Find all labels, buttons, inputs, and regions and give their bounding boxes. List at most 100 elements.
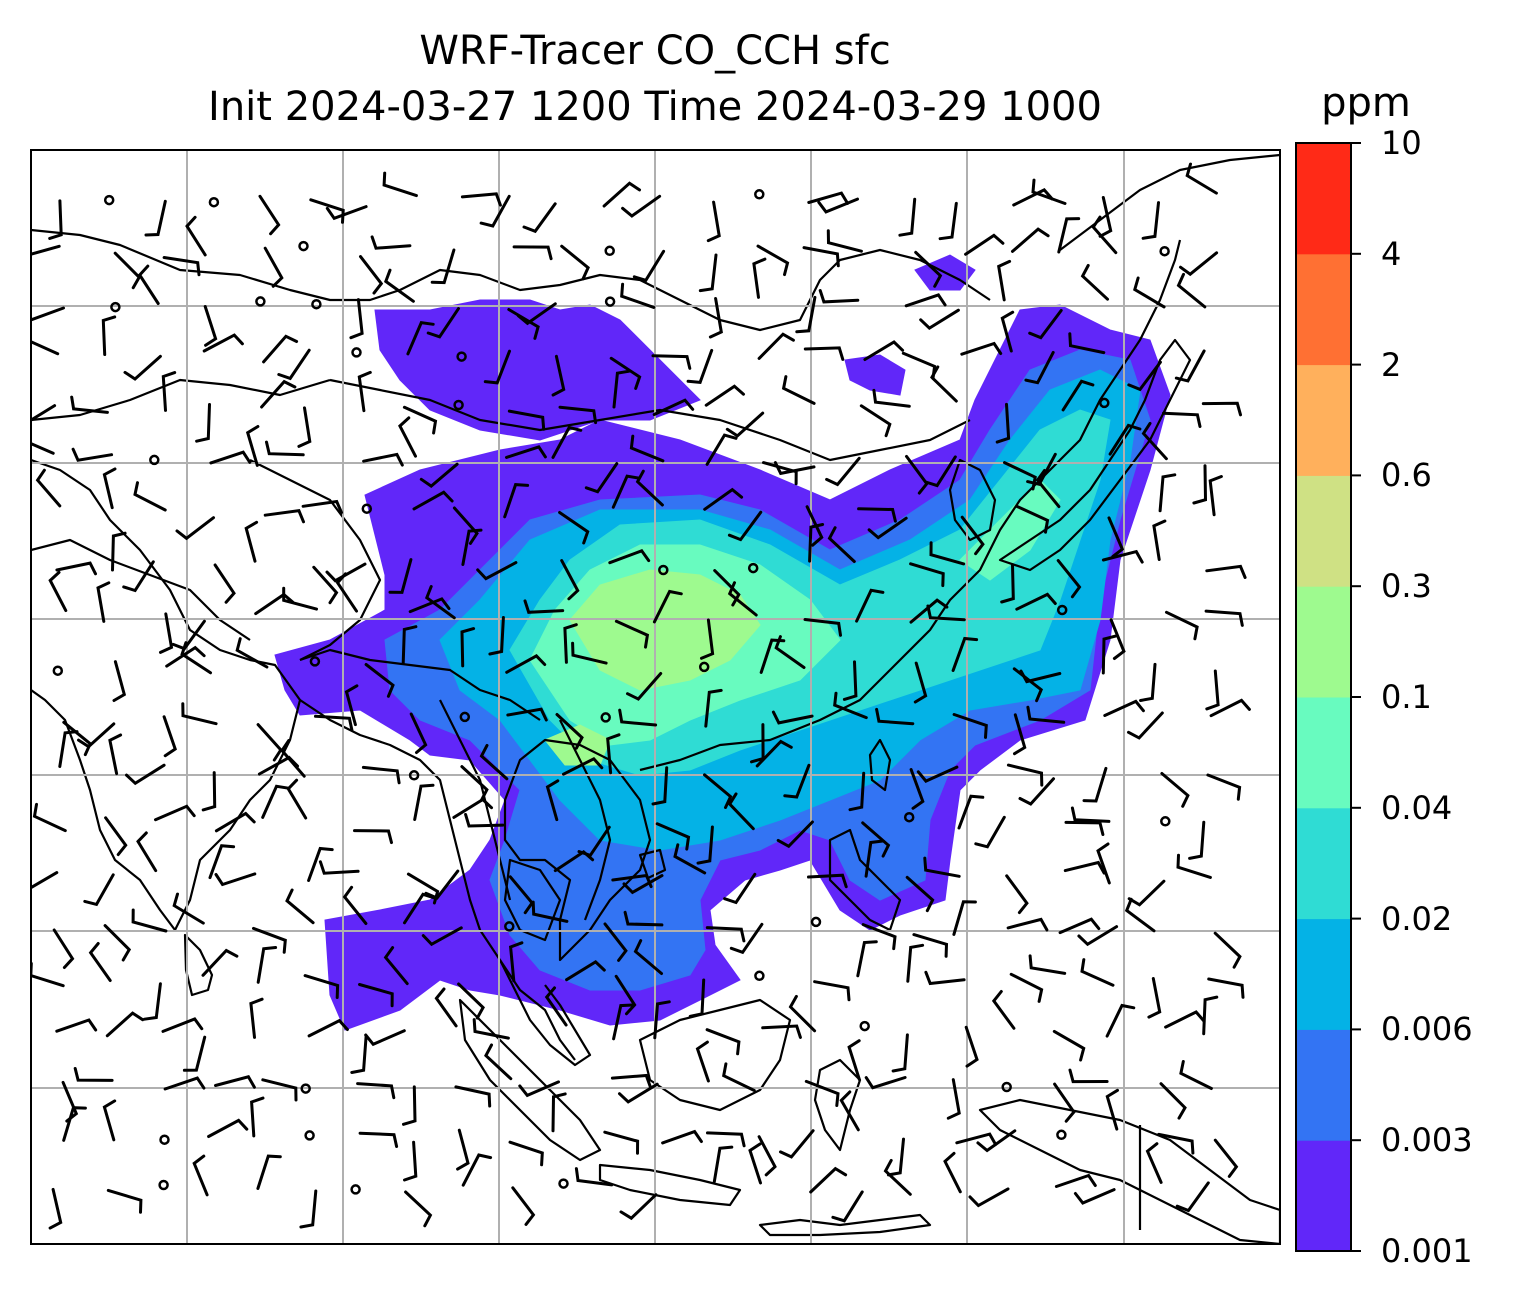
wind-barb [1158,473,1177,513]
wind-barb [809,1166,848,1194]
wind-barb [898,197,917,237]
calm-wind-marker [298,240,309,252]
wind-barb [426,307,460,339]
colorbar-tick-label: 4 [1381,234,1402,273]
wind-barb [402,405,438,435]
wind-barb [1127,711,1164,740]
wind-barb [1207,977,1245,999]
wind-barb [325,562,367,583]
wind-barb [258,194,281,236]
wind-barb [214,1075,256,1089]
wind-barb [1208,475,1223,517]
wind-barb [434,987,458,1028]
wind-barb [1026,705,1066,724]
wind-barb [788,994,817,1033]
wind-barb [335,572,358,613]
wind-barb [1139,662,1157,702]
wind-barb [955,1132,998,1146]
wind-barb [1035,469,1061,509]
wind-barb [476,561,518,581]
wind-barb [195,403,211,443]
wind-barb [48,1187,63,1230]
wind-barb [401,625,418,665]
wind-barb [508,941,524,983]
wind-barb [560,559,580,601]
wind-barb [388,558,413,594]
calm-wind-marker [754,970,765,982]
wind-barb [976,1129,1017,1153]
wind-barb [1003,461,1037,491]
wind-barb [621,194,662,218]
wind-barb [968,1187,1010,1208]
wind-barb [1077,925,1119,947]
wind-barb [1176,853,1212,879]
wind-barb [727,581,758,617]
wind-barb [544,986,568,1027]
wind-barb [618,708,658,727]
wind-barb [280,739,306,778]
wind-barb [180,641,212,675]
calm-wind-marker [408,770,420,781]
wind-barb [522,202,557,234]
wind-barb [1175,1181,1210,1213]
wind-barb [802,246,840,268]
field-level-4-area [959,479,1061,581]
wind-barb [727,792,755,831]
wind-barb [833,691,868,720]
wind-barb [55,561,97,576]
wind-barbs [31,162,1251,1230]
wind-barb [909,562,945,588]
wind-barb [58,730,79,768]
wind-barb [163,1076,206,1091]
wind-barb [154,804,196,822]
wind-barb [603,1130,640,1155]
calm-wind-marker [1056,604,1068,616]
wind-barb [705,926,746,943]
wind-barb [244,520,259,563]
wind-barb [105,1011,145,1038]
wind-barb [161,371,177,412]
wind-barb [358,983,394,1008]
wind-barb [929,541,966,566]
wind-barb [406,872,440,905]
wind-barb [612,369,631,409]
wind-barb [633,939,663,975]
wind-barb [277,348,311,381]
wind-barb [213,563,236,604]
wind-barb [729,922,764,955]
wind-barb [137,264,160,305]
map-title-line-1: WRF-Tracer CO_CCH sfc [419,28,891,74]
wind-barb [706,200,721,243]
wind-barb [344,684,359,727]
wind-barb [551,425,583,459]
wind-barb [1068,332,1106,355]
calm-wind-marker [1001,1081,1012,1093]
wind-barb [651,354,692,370]
wind-barb [488,616,505,656]
wind-barb [1000,310,1015,353]
colorbar-swatch [1296,475,1351,587]
wind-barb [705,1028,741,1056]
colorbar-tick-label: 0.3 [1381,567,1432,606]
india-coastline [31,458,302,932]
taiwan-outline [868,738,892,792]
wind-barb [256,946,278,984]
map-frame [30,149,1281,1245]
wind-barb [609,356,642,390]
wind-barb [1127,879,1166,907]
wind-barb [101,315,117,356]
colorbar-frame [1295,142,1352,1252]
field-level-0-area [374,299,701,441]
wind-barb [653,1000,671,1040]
wind-barb [172,892,205,925]
wind-barb [1052,1029,1086,1062]
wind-barb [964,1025,979,1068]
wind-barb [523,599,565,614]
wind-barb [472,1018,510,1040]
wind-barb [307,846,334,882]
wind-barb [62,1106,87,1142]
wind-barb [1152,519,1167,561]
wind-barb [1098,196,1113,238]
central-asia-border [31,228,991,332]
wind-barb [350,1034,368,1074]
